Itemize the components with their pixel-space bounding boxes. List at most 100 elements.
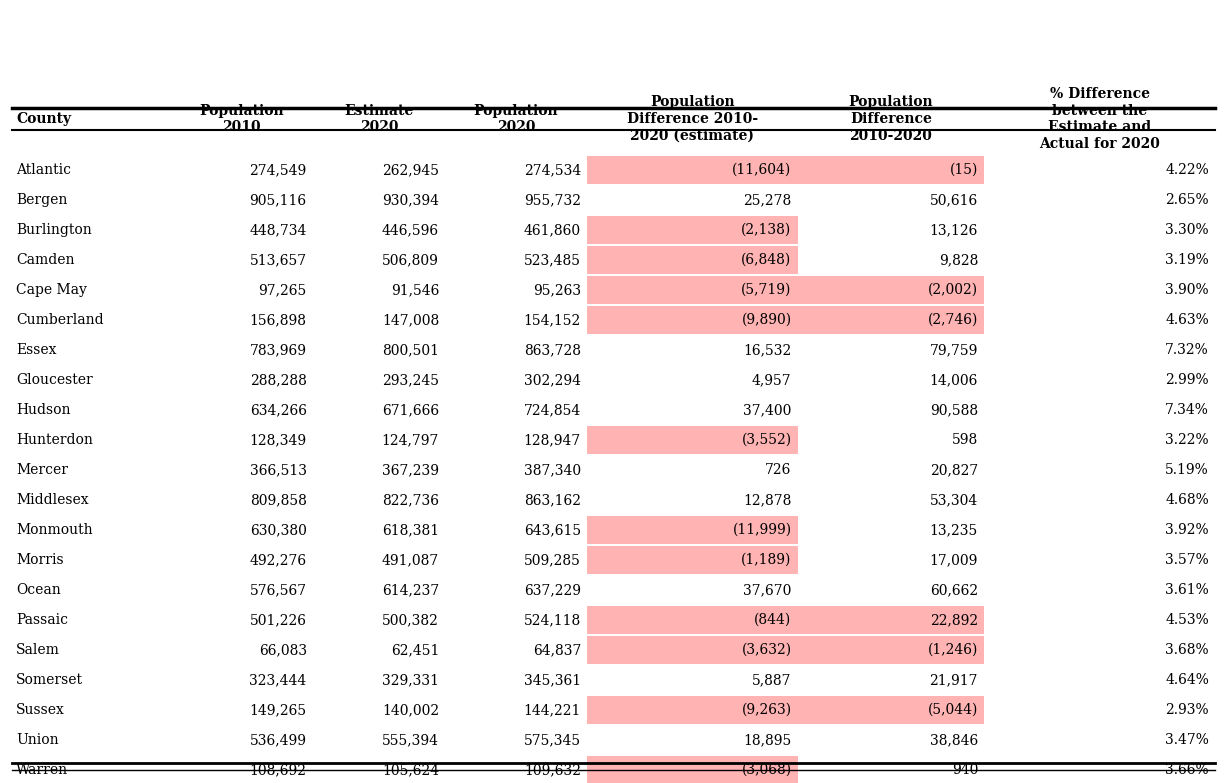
Bar xyxy=(587,276,798,304)
Text: 724,854: 724,854 xyxy=(524,403,582,417)
Bar xyxy=(587,546,798,574)
Text: 9,828: 9,828 xyxy=(939,253,978,267)
Text: (6,848): (6,848) xyxy=(741,253,791,267)
Text: 262,945: 262,945 xyxy=(382,163,439,177)
Text: (844): (844) xyxy=(755,613,791,627)
Text: 3.19%: 3.19% xyxy=(1166,253,1209,267)
Bar xyxy=(587,156,798,184)
Text: Population
2010: Population 2010 xyxy=(200,103,285,135)
Text: 523,485: 523,485 xyxy=(524,253,582,267)
Text: 5,887: 5,887 xyxy=(752,673,791,687)
Text: 12,878: 12,878 xyxy=(744,493,791,507)
Text: 930,394: 930,394 xyxy=(382,193,439,207)
Text: 500,382: 500,382 xyxy=(382,613,439,627)
Text: 3.66%: 3.66% xyxy=(1166,763,1209,777)
Text: (2,138): (2,138) xyxy=(741,223,791,237)
Text: 50,616: 50,616 xyxy=(930,193,978,207)
Text: 7.34%: 7.34% xyxy=(1166,403,1209,417)
Text: 66,083: 66,083 xyxy=(259,643,307,657)
Text: Union: Union xyxy=(16,733,59,747)
Text: (2,746): (2,746) xyxy=(928,313,978,327)
Text: (11,604): (11,604) xyxy=(733,163,791,177)
Text: Essex: Essex xyxy=(16,343,56,357)
Text: Population
Difference 2010-
2020 (estimate): Population Difference 2010- 2020 (estima… xyxy=(627,96,758,143)
Text: 4.53%: 4.53% xyxy=(1166,613,1209,627)
Text: (3,068): (3,068) xyxy=(741,763,791,777)
Text: 3.57%: 3.57% xyxy=(1166,553,1209,567)
Text: 302,294: 302,294 xyxy=(524,373,582,387)
Text: 4.68%: 4.68% xyxy=(1166,493,1209,507)
Text: 905,116: 905,116 xyxy=(249,193,307,207)
Text: (5,044): (5,044) xyxy=(928,703,978,717)
Text: 53,304: 53,304 xyxy=(930,493,978,507)
Text: 97,265: 97,265 xyxy=(259,283,307,297)
Text: 147,008: 147,008 xyxy=(382,313,439,327)
Text: Middlesex: Middlesex xyxy=(16,493,88,507)
Text: 17,009: 17,009 xyxy=(930,553,978,567)
Bar xyxy=(798,156,984,184)
Text: Warren: Warren xyxy=(16,763,69,777)
Text: 863,728: 863,728 xyxy=(524,343,582,357)
Text: 536,499: 536,499 xyxy=(250,733,307,747)
Text: 149,265: 149,265 xyxy=(249,703,307,717)
Text: 446,596: 446,596 xyxy=(382,223,439,237)
Text: (11,999): (11,999) xyxy=(733,523,791,537)
Text: 128,349: 128,349 xyxy=(249,433,307,447)
Text: (9,890): (9,890) xyxy=(741,313,791,327)
Text: 274,534: 274,534 xyxy=(524,163,582,177)
Text: 555,394: 555,394 xyxy=(382,733,439,747)
Text: Atlantic: Atlantic xyxy=(16,163,71,177)
Text: 288,288: 288,288 xyxy=(250,373,307,387)
Text: 14,006: 14,006 xyxy=(930,373,978,387)
Bar xyxy=(587,246,798,274)
Text: County: County xyxy=(16,112,71,126)
Text: 2.93%: 2.93% xyxy=(1166,703,1209,717)
Text: 25,278: 25,278 xyxy=(744,193,791,207)
Text: 329,331: 329,331 xyxy=(382,673,439,687)
Bar xyxy=(587,636,798,664)
Text: 3.22%: 3.22% xyxy=(1166,433,1209,447)
Bar xyxy=(587,426,798,454)
Text: (1,246): (1,246) xyxy=(928,643,978,657)
Text: (1,189): (1,189) xyxy=(741,553,791,567)
Text: Hudson: Hudson xyxy=(16,403,70,417)
Text: 7.32%: 7.32% xyxy=(1166,343,1209,357)
Text: 13,235: 13,235 xyxy=(930,523,978,537)
Text: Somerset: Somerset xyxy=(16,673,83,687)
Text: 3.90%: 3.90% xyxy=(1166,283,1209,297)
Text: 630,380: 630,380 xyxy=(250,523,307,537)
Text: 575,345: 575,345 xyxy=(524,733,582,747)
Text: 491,087: 491,087 xyxy=(382,553,439,567)
Text: Cumberland: Cumberland xyxy=(16,313,103,327)
Text: 79,759: 79,759 xyxy=(930,343,978,357)
Text: 4,957: 4,957 xyxy=(752,373,791,387)
Text: Morris: Morris xyxy=(16,553,64,567)
Text: Bergen: Bergen xyxy=(16,193,67,207)
Text: 21,917: 21,917 xyxy=(930,673,978,687)
Text: 461,860: 461,860 xyxy=(524,223,582,237)
Text: 37,670: 37,670 xyxy=(744,583,791,597)
Text: 3.92%: 3.92% xyxy=(1166,523,1209,537)
Text: (3,632): (3,632) xyxy=(741,643,791,657)
Text: (2,002): (2,002) xyxy=(928,283,978,297)
Text: 128,947: 128,947 xyxy=(524,433,582,447)
Text: 64,837: 64,837 xyxy=(533,643,582,657)
Text: 576,567: 576,567 xyxy=(249,583,307,597)
Text: Ocean: Ocean xyxy=(16,583,61,597)
Text: 492,276: 492,276 xyxy=(249,553,307,567)
Text: 3.30%: 3.30% xyxy=(1166,223,1209,237)
Text: (5,719): (5,719) xyxy=(741,283,791,297)
Text: 3.68%: 3.68% xyxy=(1166,643,1209,657)
Text: 506,809: 506,809 xyxy=(382,253,439,267)
Text: 4.63%: 4.63% xyxy=(1166,313,1209,327)
Bar xyxy=(587,516,798,544)
Bar xyxy=(587,696,798,724)
Text: (3,552): (3,552) xyxy=(741,433,791,447)
Text: 38,846: 38,846 xyxy=(930,733,978,747)
Text: Mercer: Mercer xyxy=(16,463,67,477)
Text: 154,152: 154,152 xyxy=(524,313,582,327)
Text: 809,858: 809,858 xyxy=(250,493,307,507)
Text: 144,221: 144,221 xyxy=(524,703,582,717)
Text: 62,451: 62,451 xyxy=(390,643,439,657)
Text: 822,736: 822,736 xyxy=(382,493,439,507)
